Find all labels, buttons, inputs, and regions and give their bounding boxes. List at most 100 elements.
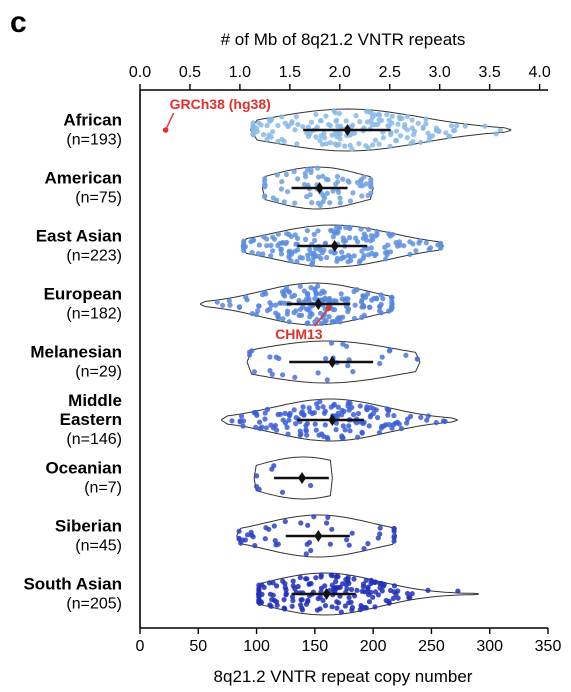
data-point: [377, 308, 383, 314]
data-point: [497, 127, 503, 133]
bottom-tick-label: 100: [243, 638, 270, 655]
data-point: [290, 578, 296, 584]
data-point: [360, 303, 366, 309]
data-point: [229, 418, 235, 424]
data-point: [386, 600, 392, 606]
top-tick-label: 0.5: [179, 64, 201, 81]
data-point: [285, 431, 291, 437]
data-point: [416, 240, 422, 246]
data-point: [254, 473, 260, 479]
data-point: [274, 172, 280, 178]
data-point: [336, 600, 342, 606]
data-point: [415, 120, 421, 126]
data-point: [386, 123, 392, 129]
data-point: [343, 118, 349, 124]
data-point: [376, 430, 383, 436]
data-point: [368, 176, 374, 182]
mean-marker: [314, 530, 323, 542]
data-point: [323, 318, 329, 324]
data-point: [269, 371, 275, 377]
data-point: [440, 418, 447, 424]
data-point: [324, 190, 330, 196]
data-point: [309, 200, 315, 206]
data-point: [462, 123, 468, 129]
data-point: [339, 433, 345, 439]
data-point: [325, 177, 331, 183]
data-point: [329, 132, 335, 138]
chm13-label: CHM13: [275, 326, 323, 342]
data-point: [307, 314, 313, 320]
data-point: [345, 363, 351, 369]
data-point: [264, 236, 270, 242]
data-point: [343, 224, 349, 230]
data-point: [347, 198, 353, 204]
data-point: [264, 243, 270, 249]
data-point: [356, 141, 362, 147]
data-point: [377, 525, 383, 531]
data-point: [289, 594, 296, 600]
data-point: [379, 588, 385, 594]
data-point: [429, 133, 435, 139]
data-point: [320, 288, 326, 294]
data-point: [293, 421, 299, 427]
data-point: [334, 173, 341, 180]
data-point: [289, 603, 295, 609]
data-point: [349, 604, 355, 611]
data-point: [351, 315, 358, 322]
data-point: [292, 374, 298, 380]
data-point: [264, 136, 270, 142]
data-point: [297, 283, 303, 289]
data-point: [404, 135, 410, 141]
data-point: [328, 572, 334, 578]
data-point: [363, 181, 369, 187]
data-point: [346, 542, 352, 548]
data-point: [319, 141, 325, 147]
data-point: [321, 195, 328, 201]
data-point: [266, 580, 273, 586]
data-point: [342, 427, 348, 433]
data-point: [243, 294, 249, 300]
data-point: [376, 117, 382, 123]
data-point: [366, 423, 372, 429]
data-point: [324, 434, 330, 441]
data-point: [425, 130, 431, 136]
data-point: [409, 591, 415, 597]
data-point: [342, 603, 348, 609]
data-point: [322, 422, 328, 428]
data-point: [311, 410, 317, 416]
data-point: [345, 259, 351, 265]
data-point: [252, 543, 258, 549]
data-point: [292, 127, 298, 133]
data-point: [279, 114, 285, 120]
data-point: [267, 368, 273, 374]
data-point: [239, 537, 246, 543]
panel-label: c: [10, 6, 27, 39]
data-point: [324, 377, 330, 383]
data-point: [286, 412, 292, 418]
bottom-axis-title: 8q21.2 VNTR repeat copy number: [214, 667, 473, 686]
category-label: Oceanian: [45, 459, 122, 478]
category-label: East Asian: [36, 227, 122, 246]
data-point: [270, 234, 276, 240]
data-point: [331, 229, 337, 235]
data-point: [455, 588, 461, 594]
data-point: [425, 587, 431, 594]
data-point: [315, 165, 321, 171]
data-point: [269, 597, 275, 603]
data-point: [299, 607, 306, 613]
data-point: [359, 604, 365, 611]
data-point: [272, 538, 278, 544]
data-point: [251, 237, 257, 243]
data-point: [305, 182, 311, 188]
data-point: [291, 310, 297, 316]
data-point: [363, 108, 370, 114]
data-point: [370, 594, 376, 600]
data-point: [370, 410, 377, 417]
top-tick-label: 3.5: [479, 64, 501, 81]
data-point: [295, 583, 301, 590]
data-point: [345, 579, 351, 585]
data-point: [304, 541, 310, 548]
data-point: [357, 403, 363, 409]
data-point: [263, 425, 269, 431]
data-point: [423, 116, 429, 122]
